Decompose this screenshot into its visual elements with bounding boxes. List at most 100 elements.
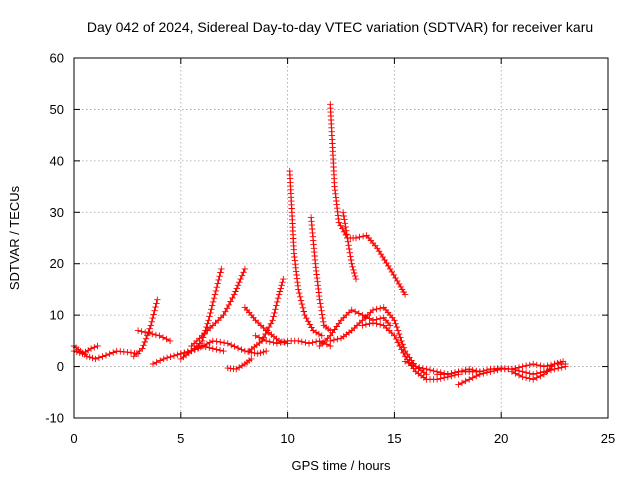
data-point <box>272 306 279 313</box>
data-point <box>519 373 526 381</box>
data-point <box>515 364 523 371</box>
data-point <box>231 343 238 350</box>
data-point <box>236 364 243 371</box>
data-point <box>341 220 349 227</box>
data-point <box>134 327 142 334</box>
data-point <box>145 329 152 337</box>
data-point <box>393 335 400 343</box>
x-tick-label: 15 <box>387 431 401 446</box>
data-point <box>526 375 533 382</box>
data-point <box>342 223 349 231</box>
data-point <box>373 320 380 327</box>
data-point <box>157 357 164 364</box>
data-point <box>193 337 200 345</box>
data-point <box>343 227 350 234</box>
data-point <box>110 349 117 356</box>
data-series <box>70 101 569 388</box>
series-arc-2 <box>70 342 101 357</box>
data-point <box>405 359 412 367</box>
data-point <box>241 265 249 273</box>
data-point <box>149 360 157 368</box>
data-point <box>409 361 416 369</box>
series-arc-16 <box>339 209 360 283</box>
data-point <box>519 363 526 370</box>
data-point <box>334 335 341 343</box>
data-point <box>259 335 266 343</box>
data-point <box>483 369 491 376</box>
data-point <box>211 291 219 298</box>
data-point <box>224 340 231 347</box>
data-point <box>476 371 483 378</box>
data-point <box>332 190 339 197</box>
data-point <box>278 282 285 289</box>
data-point <box>300 308 307 315</box>
data-point <box>269 317 276 324</box>
data-point <box>274 298 281 306</box>
y-axis-label: SDTVAR / TECUs <box>7 185 22 290</box>
y-tick-label: 0 <box>57 359 64 374</box>
data-point <box>323 341 330 348</box>
data-point <box>255 334 263 341</box>
data-point <box>263 347 270 355</box>
data-point <box>140 342 147 349</box>
data-point <box>330 336 338 344</box>
data-point <box>248 355 255 363</box>
data-point <box>139 345 146 352</box>
data-point <box>200 342 208 349</box>
data-point <box>377 305 384 312</box>
series-arc-9 <box>224 355 255 373</box>
data-point <box>275 291 283 298</box>
data-point <box>196 335 203 342</box>
data-point <box>318 332 325 339</box>
data-point <box>215 317 222 324</box>
series-arc-14 <box>307 214 334 334</box>
data-point <box>215 276 222 284</box>
data-point <box>537 372 544 380</box>
data-point <box>152 303 159 311</box>
data-point <box>362 321 370 328</box>
data-point <box>244 348 252 355</box>
series-arc-15 <box>327 101 409 298</box>
data-point <box>199 332 206 339</box>
data-point <box>209 345 216 352</box>
data-point <box>540 371 548 378</box>
data-point <box>237 275 244 283</box>
x-tick-label: 0 <box>70 431 77 446</box>
data-point <box>301 311 308 319</box>
data-point <box>356 233 363 241</box>
axis-ticks: 0 5 10 15 20 25 -10 0 10 20 30 40 50 60 <box>45 51 615 447</box>
data-point <box>346 249 353 256</box>
data-point <box>316 296 323 303</box>
data-point <box>359 322 366 329</box>
data-point <box>355 310 362 317</box>
data-point <box>412 363 419 370</box>
data-point <box>170 352 178 359</box>
data-point <box>346 245 353 253</box>
x-tick-label: 25 <box>601 431 615 446</box>
data-point <box>174 351 181 358</box>
data-point <box>394 327 402 334</box>
data-point <box>339 209 347 216</box>
data-point <box>146 325 153 332</box>
data-point <box>303 315 310 322</box>
data-point <box>273 302 280 309</box>
data-point <box>207 309 214 317</box>
data-point <box>163 354 171 361</box>
data-point <box>167 353 174 360</box>
data-point <box>398 337 405 345</box>
data-point <box>430 367 437 375</box>
data-point <box>151 307 158 314</box>
series-arc-24 <box>487 360 569 373</box>
data-point <box>340 212 347 220</box>
data-point <box>347 253 354 260</box>
data-point <box>508 365 516 373</box>
data-point <box>133 350 140 357</box>
data-point <box>83 353 90 360</box>
data-point <box>217 314 225 321</box>
data-point <box>229 294 236 302</box>
data-point <box>547 361 555 369</box>
data-point <box>279 279 286 286</box>
data-point <box>400 288 407 296</box>
data-point <box>87 345 95 352</box>
data-point <box>220 339 228 346</box>
